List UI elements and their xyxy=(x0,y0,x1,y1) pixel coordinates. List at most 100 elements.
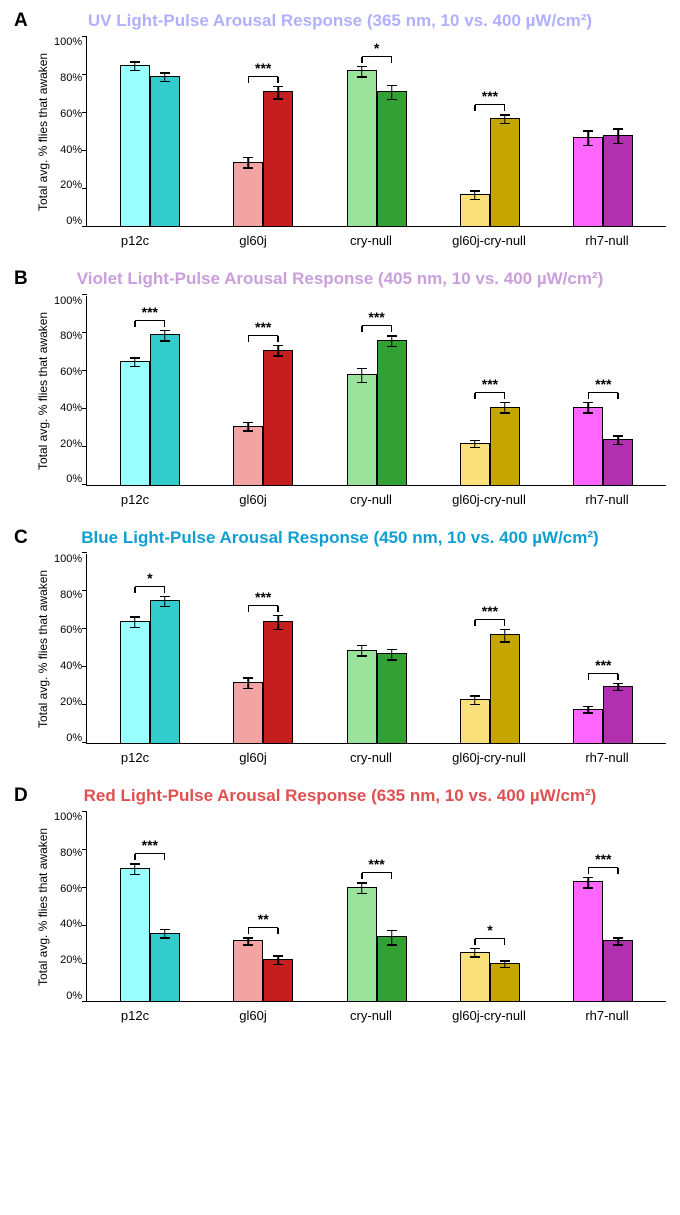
bar xyxy=(120,621,150,743)
y-axis-label: Total avg. % flies that awaken xyxy=(32,554,54,744)
y-tick: 60% xyxy=(60,109,82,120)
y-tick: 60% xyxy=(60,884,82,895)
y-tick: 60% xyxy=(60,625,82,636)
bar-group-gl60j-cry-null: *** xyxy=(433,296,546,485)
x-axis-labels: p12cgl60jcry-nullgl60j-cry-nullrh7-null xyxy=(32,750,666,765)
bar xyxy=(460,443,490,485)
y-axis: 100%80%60%40%20%0% xyxy=(54,37,86,227)
y-axis-label: Total avg. % flies that awaken xyxy=(32,812,54,1002)
y-tick: 40% xyxy=(60,919,82,930)
x-label: gl60j xyxy=(194,750,312,765)
bar xyxy=(347,374,377,484)
y-axis: 100%80%60%40%20%0% xyxy=(54,296,86,486)
bar-group-p12c: *** xyxy=(93,296,206,485)
significance-bracket xyxy=(588,673,618,674)
y-axis-label: Total avg. % flies that awaken xyxy=(32,37,54,227)
x-label: gl60j-cry-null xyxy=(430,750,548,765)
bar xyxy=(573,881,603,1001)
plot-region: ************ xyxy=(86,812,666,1002)
significance-bracket xyxy=(248,335,278,336)
x-label: p12c xyxy=(76,492,194,507)
chart-panel-A: AUV Light-Pulse Arousal Response (365 nm… xyxy=(14,10,666,248)
x-label: cry-null xyxy=(312,1008,430,1023)
bar xyxy=(377,653,407,742)
bar-group-cry-null: *** xyxy=(320,812,433,1001)
bar-group-gl60j: ** xyxy=(207,812,320,1001)
y-tick: 40% xyxy=(60,403,82,414)
bar xyxy=(460,699,490,743)
panel-letter: C xyxy=(14,527,28,549)
x-axis-labels: p12cgl60jcry-nullgl60j-cry-nullrh7-null xyxy=(32,492,666,507)
plot-region: ********** xyxy=(86,554,666,744)
bar-group-gl60j-cry-null: *** xyxy=(433,37,546,226)
x-label: rh7-null xyxy=(548,750,666,765)
significance-label: *** xyxy=(255,320,271,334)
significance-label: *** xyxy=(255,61,271,75)
bar-group-p12c: *** xyxy=(93,812,206,1001)
significance-bracket xyxy=(135,853,165,854)
significance-bracket xyxy=(362,872,392,873)
x-label: rh7-null xyxy=(548,492,666,507)
significance-bracket xyxy=(588,867,618,868)
significance-bracket xyxy=(248,927,278,928)
bar xyxy=(603,135,633,226)
significance-label: *** xyxy=(482,89,498,103)
bar xyxy=(490,118,520,226)
x-label: cry-null xyxy=(312,233,430,248)
y-tick: 80% xyxy=(60,848,82,859)
chart-panel-B: BViolet Light-Pulse Arousal Response (40… xyxy=(14,268,666,506)
significance-bracket xyxy=(588,392,618,393)
bar xyxy=(573,407,603,485)
significance-bracket xyxy=(248,76,278,77)
y-axis: 100%80%60%40%20%0% xyxy=(54,812,86,1002)
bar xyxy=(377,936,407,1001)
bar xyxy=(263,959,293,1001)
bar-group-gl60j: *** xyxy=(207,296,320,485)
bar-group-rh7-null: *** xyxy=(547,554,660,743)
y-tick: 80% xyxy=(60,590,82,601)
y-tick: 20% xyxy=(60,697,82,708)
x-label: rh7-null xyxy=(548,1008,666,1023)
significance-label: ** xyxy=(258,912,269,926)
y-tick: 0% xyxy=(66,216,82,227)
bar xyxy=(347,650,377,743)
y-tick: 100% xyxy=(54,812,82,823)
bar-group-gl60j-cry-null: * xyxy=(433,812,546,1001)
chart-area: Total avg. % flies that awaken100%80%60%… xyxy=(32,554,666,744)
x-label: gl60j-cry-null xyxy=(430,233,548,248)
y-tick: 20% xyxy=(60,955,82,966)
x-axis-labels: p12cgl60jcry-nullgl60j-cry-nullrh7-null xyxy=(32,1008,666,1023)
x-label: gl60j-cry-null xyxy=(430,1008,548,1023)
bar-group-gl60j: *** xyxy=(207,37,320,226)
significance-label: *** xyxy=(368,310,384,324)
bar-group-cry-null: * xyxy=(320,37,433,226)
bar xyxy=(573,137,603,226)
bar xyxy=(377,340,407,484)
x-label: p12c xyxy=(76,233,194,248)
bar-group-gl60j-cry-null: *** xyxy=(433,554,546,743)
bar-group-cry-null: *** xyxy=(320,296,433,485)
x-label: cry-null xyxy=(312,492,430,507)
bar xyxy=(460,194,490,226)
bar xyxy=(150,933,180,1001)
bar xyxy=(603,940,633,1001)
y-tick: 100% xyxy=(54,296,82,307)
bar xyxy=(233,162,263,227)
chart-panel-C: CBlue Light-Pulse Arousal Response (450 … xyxy=(14,527,666,765)
bar xyxy=(263,621,293,743)
y-axis: 100%80%60%40%20%0% xyxy=(54,554,86,744)
x-label: gl60j xyxy=(194,1008,312,1023)
bar-group-cry-null xyxy=(320,554,433,743)
x-label: p12c xyxy=(76,1008,194,1023)
chart-area: Total avg. % flies that awaken100%80%60%… xyxy=(32,296,666,486)
y-tick: 0% xyxy=(66,474,82,485)
significance-bracket xyxy=(475,938,505,939)
significance-bracket xyxy=(475,619,505,620)
significance-label: *** xyxy=(142,838,158,852)
bar xyxy=(120,868,150,1001)
significance-label: * xyxy=(374,41,379,55)
bar xyxy=(233,940,263,1001)
panel-letter: D xyxy=(14,785,28,807)
significance-bracket xyxy=(135,320,165,321)
plot-region: *************** xyxy=(86,296,666,486)
